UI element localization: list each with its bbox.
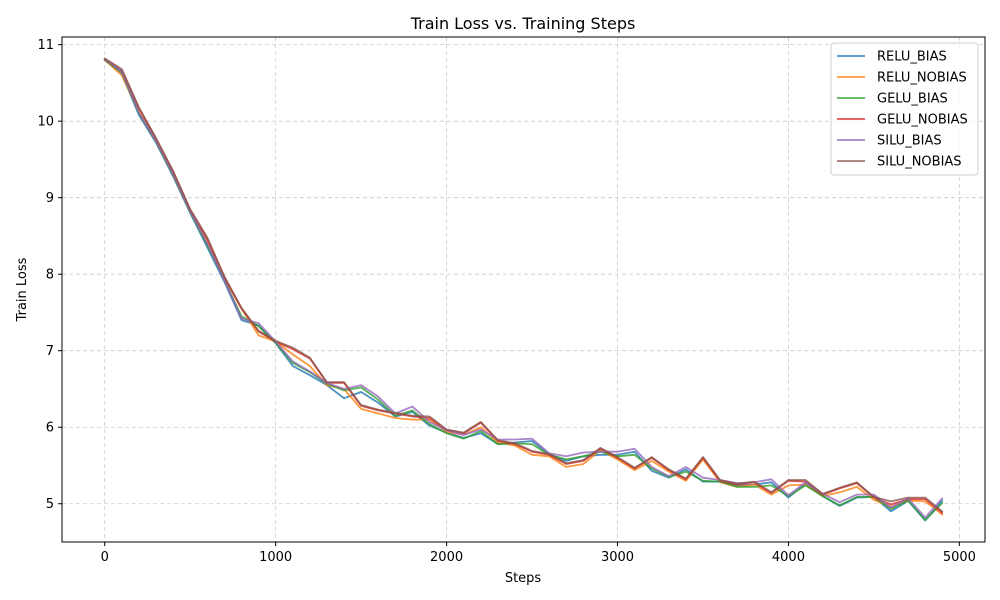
x-tick-label: 4000	[772, 550, 805, 565]
series-lines	[103, 57, 944, 522]
y-tick-label: 9	[46, 191, 54, 206]
x-tick-label: 3000	[601, 550, 634, 565]
legend-label: RELU_NOBIAS	[877, 71, 967, 86]
legend-label: RELU_BIAS	[877, 50, 947, 65]
y-tick-label: 7	[46, 344, 54, 359]
chart-title: Train Loss vs. Training Steps	[410, 14, 636, 33]
axis-ticks: 0 1000 2000 3000 4000 5000 5 6 7 8 9 10 11	[37, 38, 975, 565]
y-tick-label: 5	[46, 497, 54, 512]
x-tick-label: 0	[101, 550, 109, 565]
legend-label: SILU_NOBIAS	[877, 155, 962, 170]
legend-label: GELU_BIAS	[877, 92, 948, 107]
legend-box	[830, 42, 979, 176]
series-line-relu-bias	[103, 59, 944, 522]
y-tick-label: 6	[46, 421, 54, 436]
y-tick-label: 8	[46, 268, 54, 283]
legend-label: GELU_NOBIAS	[877, 113, 968, 128]
x-tick-label: 2000	[430, 550, 463, 565]
gridlines	[62, 37, 985, 542]
x-tick-label: 1000	[259, 550, 292, 565]
legend-label: SILU_BIAS	[877, 134, 942, 149]
series-line-silu-nobias	[103, 57, 944, 513]
y-axis-title: Train Loss	[15, 257, 30, 322]
y-tick-label: 10	[37, 115, 54, 130]
series-line-gelu-bias	[103, 59, 944, 521]
plot-frame	[61, 36, 986, 543]
series-line-silu-bias	[103, 58, 944, 519]
x-axis-title: Steps	[505, 571, 542, 586]
x-tick-label: 5000	[943, 550, 976, 565]
y-tick-label: 11	[37, 38, 54, 53]
legend: RELU_BIAS RELU_NOBIAS GELU_BIAS GELU_NOBIAS…	[830, 42, 979, 176]
